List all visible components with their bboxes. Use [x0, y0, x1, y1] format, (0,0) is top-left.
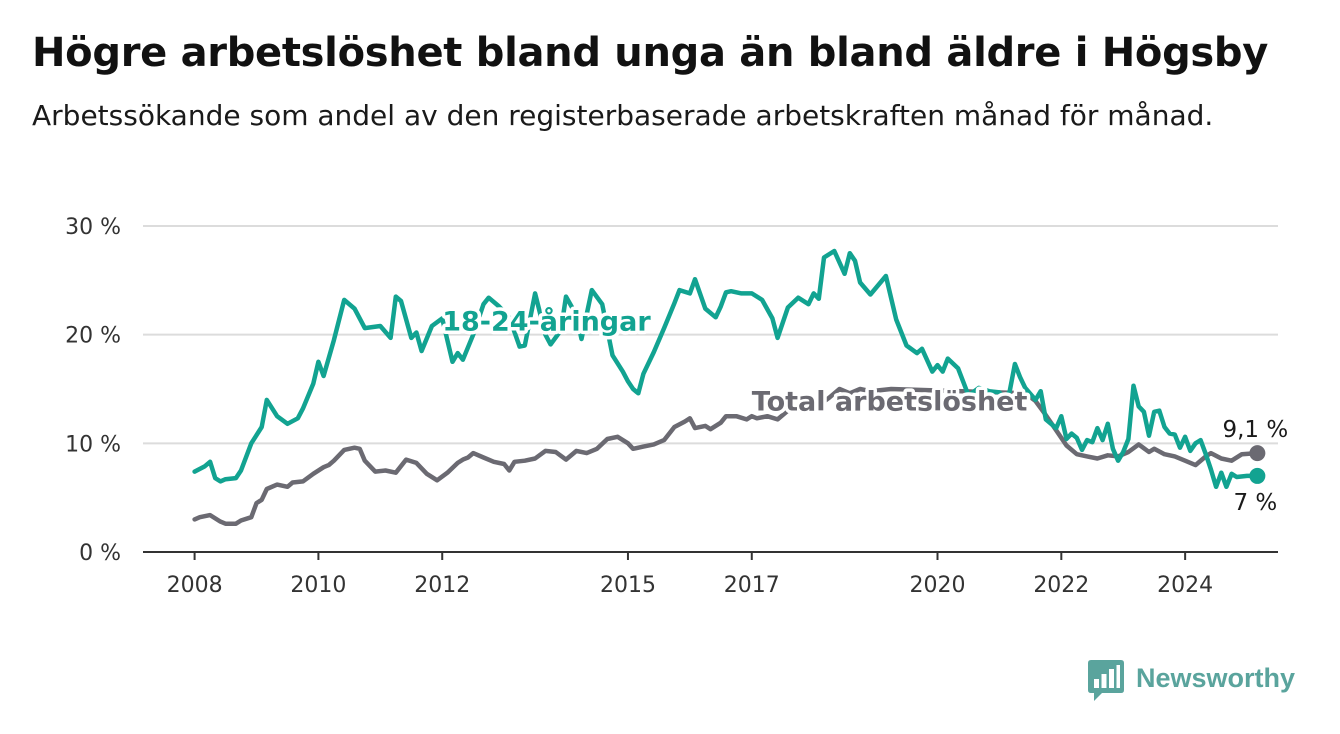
series-labels: 7 % 9,1 % 18-24-åringar Total arbetslöshet [439, 302, 1289, 516]
y-axis-tick-labels: 0 % 10 % 20 % 30 % [65, 215, 121, 566]
series-line-1 [192, 386, 1260, 526]
x-tick-label: 2010 [290, 573, 346, 598]
page-title: Högre arbetslöshet bland unga än bland ä… [32, 30, 1269, 76]
x-tick-label: 2012 [414, 573, 470, 598]
series-line-0 [192, 248, 1260, 490]
x-tick-label: 2022 [1033, 573, 1089, 598]
series-endpoint-0 [1249, 467, 1266, 484]
bar-chart-chat-icon [1088, 660, 1124, 701]
x-tick-label: 2017 [724, 573, 780, 598]
gridlines [143, 225, 1278, 445]
brand-name: Newsworthy [1136, 662, 1296, 693]
y-tick-label: 0 % [79, 541, 121, 566]
y-tick-label: 30 % [65, 215, 121, 240]
series-endpoint-1 [1249, 445, 1266, 462]
y-tick-label: 20 % [65, 324, 121, 349]
series-end-label-0: 7 % [1233, 490, 1277, 516]
x-tick-label: 2024 [1157, 573, 1213, 598]
series-end-label-1: 9,1 % [1222, 417, 1288, 443]
newsworthy-logo: Newsworthy [1088, 660, 1296, 701]
page-subtitle: Arbetssökande som andel av den registerb… [32, 99, 1214, 132]
y-tick-label: 10 % [65, 432, 121, 457]
series-lines [192, 248, 1266, 526]
series-name-label-1: Total arbetslöshet [752, 387, 1028, 418]
x-tick-label: 2020 [910, 573, 966, 598]
series-name-label-0: 18-24-åringar [442, 305, 651, 337]
x-axis-tick-labels: 2008 2010 2012 2015 2017 2020 2022 2024 [167, 552, 1213, 598]
x-tick-label: 2015 [600, 573, 656, 598]
x-tick-label: 2008 [167, 573, 223, 598]
